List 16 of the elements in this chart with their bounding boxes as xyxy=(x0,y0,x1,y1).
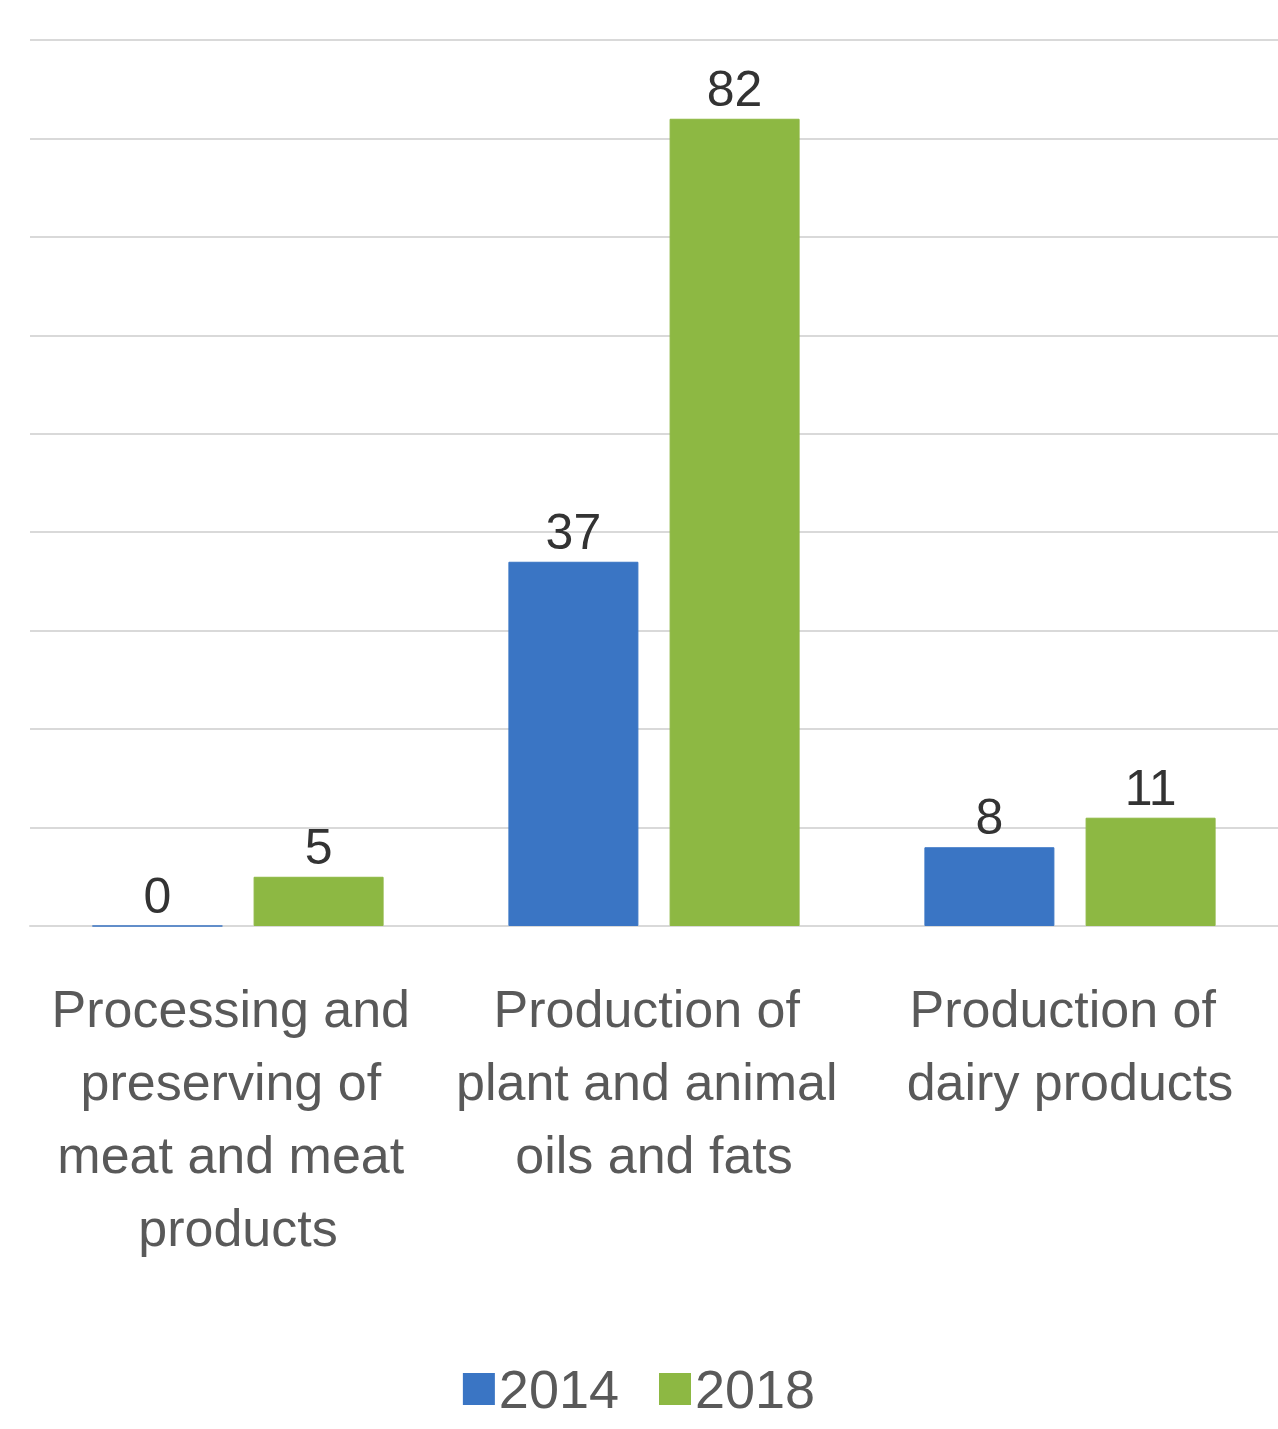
bar xyxy=(1085,817,1216,926)
x-tick-label: Production of dairy products xyxy=(906,979,1234,1111)
data-label: 11 xyxy=(1124,759,1177,816)
data-label: 5 xyxy=(304,818,333,875)
x-tick-label: Processing and preserving of meat and meat products xyxy=(51,979,425,1257)
data-label: 0 xyxy=(143,867,172,924)
x-tick-label: Production of plant and animal oils and fats xyxy=(455,979,853,1184)
data-label: 82 xyxy=(706,60,763,117)
bar xyxy=(508,561,639,926)
data-label: 37 xyxy=(545,503,602,560)
bar xyxy=(924,847,1055,926)
legend-label: 2014 xyxy=(498,1359,620,1419)
bar xyxy=(253,876,384,926)
legend-label: 2018 xyxy=(695,1359,816,1419)
bar xyxy=(669,118,800,926)
data-label: 8 xyxy=(975,789,1004,846)
